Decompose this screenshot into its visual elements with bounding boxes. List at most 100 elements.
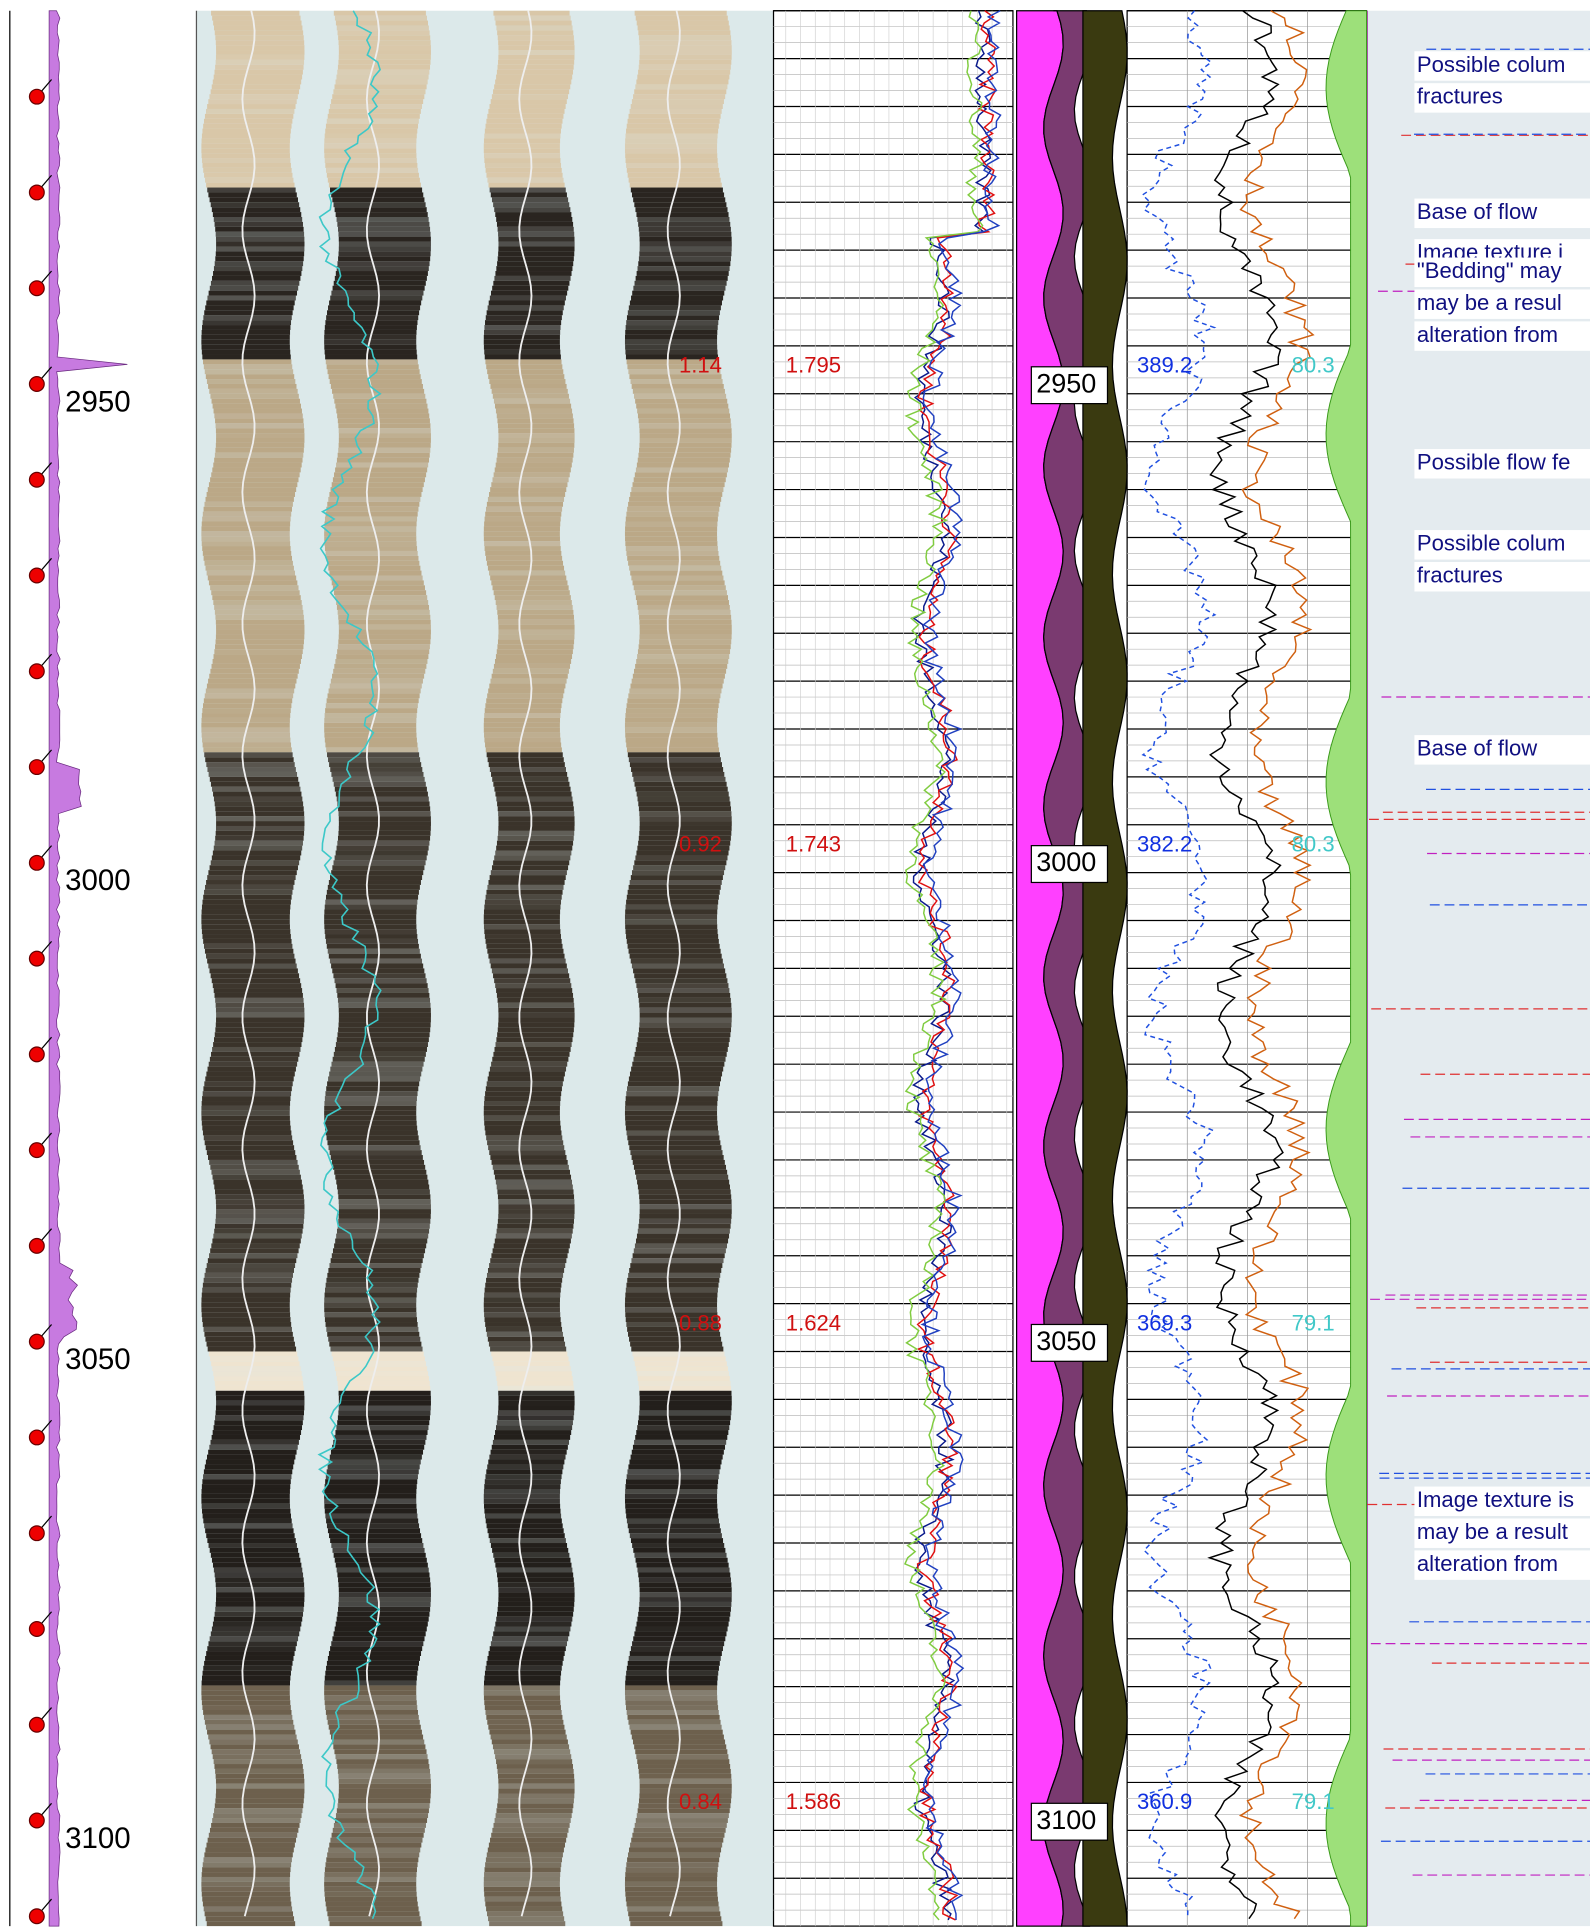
image-band — [328, 497, 420, 502]
image-band — [490, 679, 566, 684]
image-band — [639, 998, 731, 1003]
image-band — [324, 138, 416, 143]
image-band — [216, 1214, 304, 1219]
image-band — [625, 345, 717, 350]
image-band — [202, 129, 290, 134]
image-band — [216, 634, 304, 639]
image-band — [208, 870, 296, 875]
image-band — [497, 1420, 573, 1425]
image-band — [636, 787, 728, 792]
image-band — [335, 1239, 427, 1244]
image-band — [627, 556, 719, 561]
image-band — [497, 649, 573, 654]
image-band — [636, 16, 728, 21]
image-band — [327, 752, 419, 757]
image-band — [216, 433, 304, 438]
image-band — [495, 792, 571, 797]
image-band — [631, 1838, 723, 1843]
image-band — [325, 929, 417, 934]
image-band — [639, 35, 731, 40]
image-band — [325, 742, 417, 747]
image-band — [636, 1430, 728, 1435]
image-band — [215, 610, 303, 615]
image-band — [628, 1273, 720, 1278]
image-band — [633, 968, 725, 973]
image-band — [215, 1612, 303, 1617]
image-band — [633, 197, 725, 202]
image-band — [488, 1725, 564, 1730]
image-band — [630, 1921, 722, 1926]
image-band — [203, 1474, 291, 1479]
image-band — [339, 1214, 431, 1219]
image-band — [338, 615, 430, 620]
image-band — [338, 60, 430, 65]
image-band — [491, 482, 567, 487]
image-band — [335, 16, 427, 21]
image-band — [635, 782, 727, 787]
image-band — [338, 35, 430, 40]
image-band — [334, 1170, 426, 1175]
image-band — [625, 1101, 717, 1106]
image-band — [484, 521, 560, 526]
image-band — [632, 870, 724, 875]
image-band — [339, 1008, 431, 1013]
image-band — [484, 1872, 560, 1877]
image-band — [207, 1538, 295, 1543]
image-band — [497, 1612, 573, 1617]
image-band — [639, 443, 731, 448]
scale-label: 79.1 — [1292, 1310, 1335, 1335]
image-band — [636, 1627, 728, 1632]
image-band — [631, 684, 723, 689]
image-band — [328, 1337, 420, 1342]
image-band — [216, 1209, 304, 1214]
image-band — [496, 988, 572, 993]
image-band — [201, 1111, 289, 1116]
image-band — [330, 1838, 422, 1843]
image-band — [212, 16, 300, 21]
image-band — [206, 762, 294, 767]
image-band — [487, 1661, 563, 1666]
image-band — [336, 983, 428, 988]
image-band — [214, 75, 302, 80]
image-band — [493, 11, 569, 16]
image-band — [209, 1253, 297, 1258]
image-band — [332, 865, 424, 870]
image-band — [497, 30, 573, 35]
depth-label: 3050 — [1036, 1326, 1096, 1356]
image-band — [339, 1204, 431, 1209]
image-band — [207, 571, 295, 576]
image-band — [328, 885, 420, 890]
image-band — [497, 1415, 573, 1420]
image-band — [495, 1047, 571, 1052]
image-band — [625, 148, 717, 153]
image-band — [631, 875, 723, 880]
image-band — [628, 561, 720, 566]
image-band — [202, 1700, 290, 1705]
image-band — [486, 364, 562, 369]
image-band — [211, 1631, 299, 1636]
image-band — [203, 359, 291, 364]
image-band — [214, 1425, 302, 1430]
image-band — [484, 1101, 560, 1106]
image-band — [488, 566, 564, 571]
dip-marker — [29, 1909, 44, 1924]
scale-label: 369.3 — [1137, 1310, 1192, 1335]
image-band — [631, 296, 723, 301]
image-band — [640, 1018, 732, 1023]
image-band — [635, 1749, 727, 1754]
dip-marker — [29, 1239, 44, 1254]
image-band — [498, 1793, 574, 1798]
image-band — [201, 919, 289, 924]
image-band — [640, 242, 732, 247]
image-band — [496, 1037, 572, 1042]
image-band — [488, 1848, 564, 1853]
image-band — [494, 84, 570, 89]
image-band — [633, 1445, 725, 1450]
image-band — [498, 630, 574, 635]
image-band — [492, 865, 568, 870]
image-band — [495, 16, 571, 21]
image-band — [630, 492, 722, 497]
image-band — [337, 649, 429, 654]
image-band — [487, 310, 563, 315]
dip-marker — [29, 1813, 44, 1828]
